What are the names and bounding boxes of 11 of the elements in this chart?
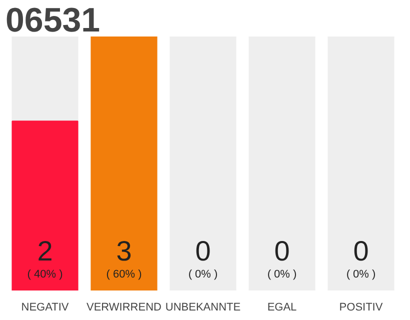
x-tick-label: EGAL <box>267 302 297 314</box>
x-tick-label: POSITIV <box>339 302 384 314</box>
data-label: 0 ( 0% ) <box>346 236 376 280</box>
x-tick-label: VERWIRREND <box>86 302 162 314</box>
x-tick-label: UNBEKANNTE <box>165 302 241 314</box>
chart-title: 06531 <box>6 2 100 40</box>
data-label: 0 ( 0% ) <box>267 236 297 280</box>
data-label: 2 ( 40% ) <box>27 236 63 280</box>
data-label: 3 ( 60% ) <box>106 236 142 280</box>
data-label: 0 ( 0% ) <box>188 236 218 280</box>
x-tick-label: NEGATIV <box>21 302 70 314</box>
